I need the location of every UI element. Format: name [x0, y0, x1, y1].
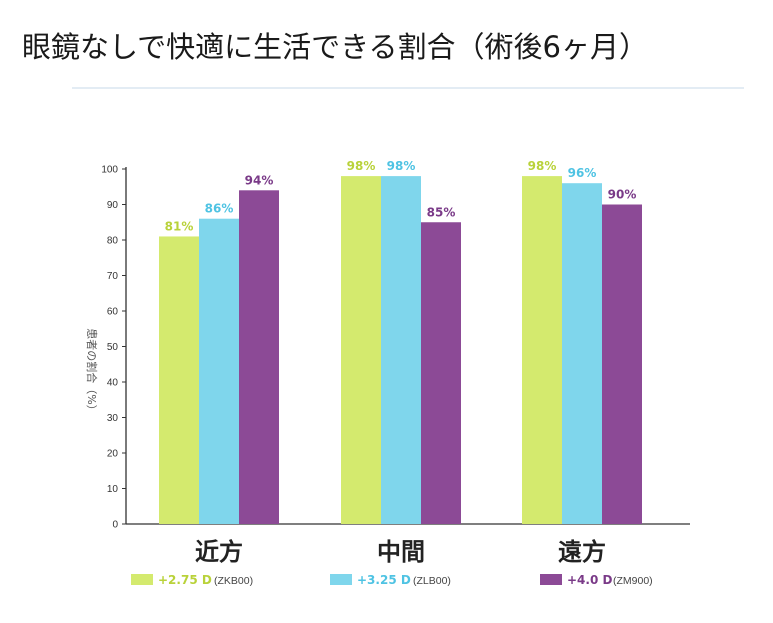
- legend-code-3: (ZM900): [613, 575, 653, 587]
- y-tick-label: 70: [107, 271, 119, 282]
- bar-3-3: [602, 204, 642, 524]
- bar-1-1: [159, 236, 199, 524]
- data-label: 90%: [608, 188, 637, 202]
- data-label: 81%: [165, 219, 194, 233]
- legend-label-2: +3.25 D: [357, 573, 411, 587]
- y-tick-label: 80: [107, 236, 119, 247]
- legend-code-1: (ZKB00): [214, 575, 253, 587]
- legend-swatch-2: [330, 574, 352, 585]
- data-label: 98%: [387, 159, 416, 173]
- data-label: 86%: [205, 202, 234, 216]
- bar-2-1: [199, 218, 239, 524]
- bar-2-3: [562, 183, 602, 524]
- y-tick-label: 10: [107, 484, 119, 495]
- data-label: 98%: [528, 159, 557, 173]
- legend-swatch-1: [131, 574, 153, 585]
- bar-3-2: [421, 222, 461, 524]
- data-label: 94%: [245, 173, 274, 187]
- y-tick-label: 50: [107, 342, 119, 353]
- bar-1-3: [522, 176, 562, 524]
- y-axis-title: 患者の割合（%）: [85, 328, 99, 415]
- legend-swatch-3: [540, 574, 562, 585]
- data-label: 85%: [427, 205, 456, 219]
- y-tick-label: 30: [107, 413, 119, 424]
- bar-1-2: [341, 176, 381, 524]
- data-label: 96%: [568, 166, 597, 180]
- data-label: 98%: [347, 159, 376, 173]
- category-label: 遠方: [558, 538, 606, 566]
- bar-3-1: [239, 190, 279, 525]
- y-tick-label: 60: [107, 307, 119, 318]
- category-label: 中間: [377, 538, 425, 566]
- legend-code-2: (ZLB00): [413, 575, 451, 587]
- title-divider: [72, 87, 744, 89]
- legend-label-1: +2.75 D: [158, 573, 212, 587]
- legend-label-3: +4.0 D: [567, 573, 612, 587]
- cropped-footnote-text: [80, 614, 680, 623]
- y-tick-label: 0: [112, 520, 118, 531]
- y-tick-label: 20: [107, 449, 119, 460]
- bar-2-2: [381, 176, 421, 524]
- page-title: 眼鏡なしで快適に生活できる割合（術後6ヶ月）: [22, 30, 649, 64]
- category-label: 近方: [195, 538, 243, 566]
- y-tick-label: 40: [107, 378, 119, 389]
- y-tick-label: 90: [107, 200, 119, 211]
- y-tick-label: 100: [101, 165, 118, 176]
